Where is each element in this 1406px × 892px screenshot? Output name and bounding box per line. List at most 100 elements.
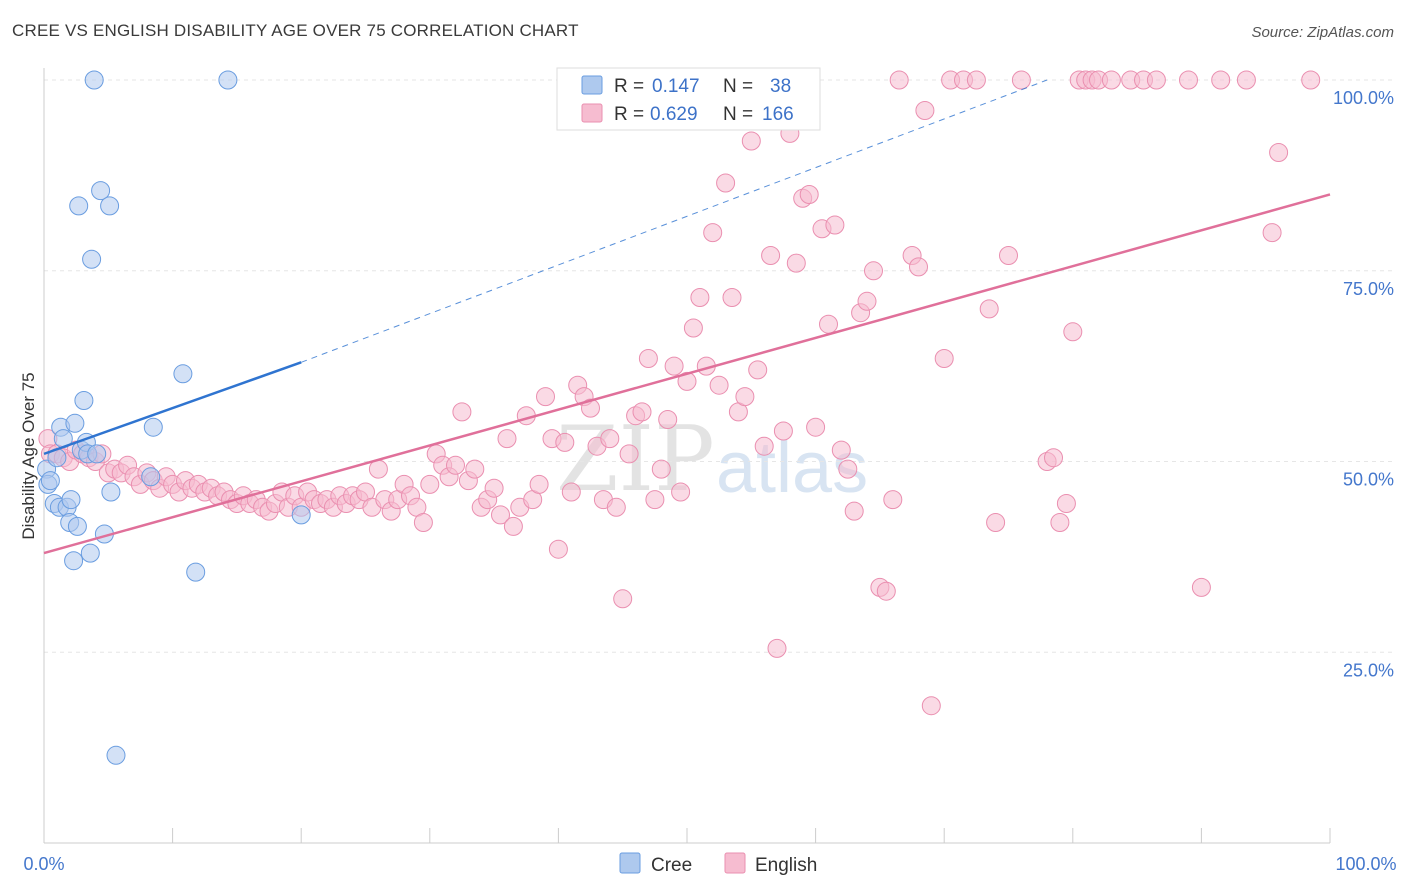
english-point bbox=[497, 429, 517, 449]
english-point bbox=[722, 288, 742, 307]
english-point bbox=[741, 131, 761, 151]
english-point bbox=[613, 589, 633, 609]
english-point bbox=[915, 101, 935, 120]
cree-point bbox=[218, 70, 238, 90]
english-point bbox=[703, 223, 723, 243]
y-tick-labels: 25.0% 50.0% 75.0% 100.0% bbox=[1333, 88, 1394, 680]
cree-point bbox=[101, 482, 121, 502]
english-point bbox=[838, 459, 858, 479]
english-point bbox=[735, 387, 755, 407]
cree-point bbox=[186, 562, 206, 582]
y-tick-label: 100.0% bbox=[1333, 88, 1394, 108]
english-point bbox=[864, 261, 883, 281]
english-point bbox=[1236, 70, 1256, 90]
y-tick-label: 50.0% bbox=[1343, 470, 1394, 490]
english-point bbox=[683, 318, 703, 338]
english-point bbox=[452, 402, 472, 422]
english-series-points bbox=[38, 70, 1321, 716]
cree-point bbox=[67, 516, 87, 536]
cree-point bbox=[291, 505, 311, 525]
english-point bbox=[819, 314, 838, 334]
english-point bbox=[979, 299, 999, 319]
english-point bbox=[581, 398, 600, 418]
english-point bbox=[1101, 70, 1121, 90]
legend-cree-n-label: N = bbox=[723, 76, 753, 97]
bottom-legend-cree-swatch bbox=[619, 852, 641, 874]
english-point bbox=[651, 459, 671, 479]
english-point bbox=[1179, 70, 1198, 90]
english-point bbox=[1146, 70, 1166, 90]
english-point bbox=[773, 421, 793, 441]
english-point bbox=[638, 349, 658, 368]
english-point bbox=[548, 539, 568, 559]
english-point bbox=[716, 173, 736, 193]
english-point bbox=[561, 482, 581, 502]
english-point bbox=[1301, 70, 1321, 90]
english-point bbox=[761, 246, 781, 265]
legend-english-n-value: 166 bbox=[762, 104, 794, 125]
english-point bbox=[446, 455, 465, 475]
english-point bbox=[1044, 448, 1063, 468]
legend-english-r-value: 0.629 bbox=[650, 104, 698, 125]
english-point bbox=[934, 349, 954, 368]
y-tick-label: 25.0% bbox=[1343, 660, 1394, 680]
english-point bbox=[632, 402, 652, 422]
bottom-legend-english-swatch bbox=[724, 852, 746, 874]
english-point bbox=[799, 185, 819, 204]
english-point bbox=[465, 459, 485, 479]
english-point bbox=[1269, 143, 1289, 162]
english-point bbox=[690, 288, 710, 307]
english-point bbox=[876, 581, 896, 601]
english-point bbox=[709, 375, 729, 395]
english-point bbox=[529, 474, 549, 494]
english-point bbox=[748, 360, 768, 380]
english-point bbox=[503, 516, 523, 536]
cree-point bbox=[84, 70, 104, 90]
y-axis-title: Disability Age Over 75 bbox=[19, 372, 38, 539]
cree-point bbox=[91, 181, 111, 201]
english-point bbox=[606, 497, 626, 517]
english-trend-line bbox=[43, 193, 1331, 555]
chart-title: CREE VS ENGLISH DISABILITY AGE OVER 75 C… bbox=[12, 21, 579, 40]
legend-english-n-label: N = bbox=[723, 104, 753, 125]
english-point bbox=[1211, 70, 1231, 90]
english-point bbox=[677, 371, 697, 391]
english-point bbox=[664, 356, 684, 376]
cree-point bbox=[143, 417, 163, 437]
english-point bbox=[1050, 513, 1070, 532]
english-point bbox=[420, 474, 440, 494]
english-point bbox=[1011, 70, 1031, 90]
grid-lines bbox=[44, 79, 1395, 653]
trend-lines bbox=[43, 79, 1331, 555]
legend-english-swatch bbox=[581, 103, 603, 123]
x-tick-label-min: 0.0% bbox=[23, 854, 64, 874]
cree-point bbox=[173, 364, 193, 384]
x-tick-marks bbox=[43, 828, 1331, 843]
english-point bbox=[806, 417, 826, 437]
bottom-legend: Cree English bbox=[619, 852, 817, 876]
english-point bbox=[767, 638, 787, 658]
cree-point bbox=[61, 490, 81, 510]
cree-point bbox=[65, 413, 85, 433]
english-point bbox=[536, 387, 555, 407]
english-point bbox=[999, 246, 1018, 265]
english-point bbox=[883, 490, 903, 510]
english-point bbox=[1056, 494, 1076, 513]
english-point bbox=[645, 490, 665, 510]
cree-point bbox=[106, 745, 126, 765]
cree-point bbox=[87, 444, 107, 464]
cree-trend-extension bbox=[301, 79, 1048, 363]
bottom-legend-cree-label: Cree bbox=[651, 855, 692, 876]
english-point bbox=[484, 478, 504, 498]
legend-cree-n-value: 38 bbox=[770, 76, 791, 97]
english-point bbox=[889, 70, 909, 90]
cree-point bbox=[40, 471, 60, 491]
cree-point bbox=[100, 196, 120, 216]
english-point bbox=[600, 429, 620, 449]
bottom-legend-english-label: English bbox=[755, 855, 817, 876]
legend-cree-r-value: 0.147 bbox=[652, 76, 700, 97]
y-tick-label: 75.0% bbox=[1343, 279, 1394, 299]
cree-series-points bbox=[37, 70, 311, 765]
legend-cree-r-label: R = bbox=[614, 76, 644, 97]
